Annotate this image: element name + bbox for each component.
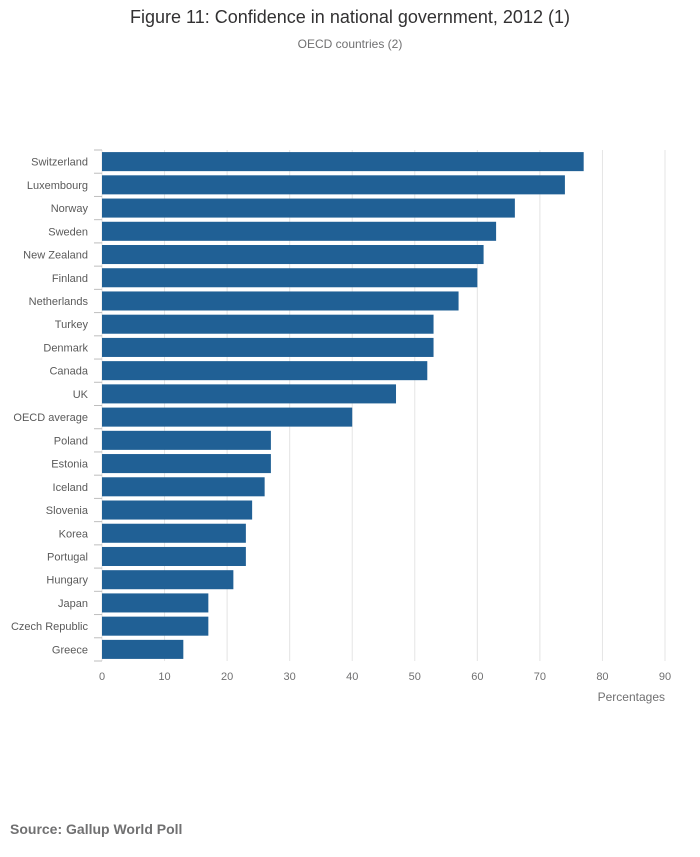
bar — [102, 361, 428, 381]
bar — [102, 152, 584, 172]
x-tick-label: 40 — [346, 671, 358, 683]
bar — [102, 384, 397, 404]
category-label: Japan — [58, 598, 88, 610]
category-label: Canada — [49, 366, 88, 378]
bars — [102, 152, 584, 659]
bar-chart: Switzerland Luxembourg Norway Sweden New Zea… — [11, 149, 671, 704]
bar — [102, 268, 478, 288]
bar — [102, 291, 459, 311]
category-label: UK — [73, 389, 89, 401]
category-label: Korea — [59, 528, 89, 540]
bar — [102, 314, 434, 334]
bar — [102, 221, 497, 241]
category-label: Switzerland — [31, 157, 88, 169]
x-tick-label: 90 — [659, 671, 671, 683]
x-tick-label: 60 — [471, 671, 483, 683]
category-label: Finland — [52, 273, 88, 285]
category-label: Luxembourg — [27, 180, 88, 192]
bar — [102, 175, 565, 195]
category-label: Estonia — [51, 459, 89, 471]
bar — [102, 639, 184, 659]
bar — [102, 337, 434, 357]
category-labels: Switzerland Luxembourg Norway Sweden New Zea… — [11, 149, 102, 662]
category-label: OECD average — [13, 412, 88, 424]
bar — [102, 454, 271, 474]
x-tick-label: 30 — [284, 671, 296, 683]
category-label: Czech Republic — [11, 621, 89, 633]
bar — [102, 523, 246, 543]
category-label: Netherlands — [29, 296, 89, 308]
bar — [102, 430, 271, 450]
source-note: Source: Gallup World Poll — [10, 821, 183, 837]
bar — [102, 616, 209, 636]
x-tick-label: 10 — [158, 671, 170, 683]
x-tick-label: 0 — [99, 671, 105, 683]
category-label: Portugal — [47, 551, 88, 563]
category-label: Sweden — [48, 226, 88, 238]
category-label: Norway — [51, 203, 89, 215]
bar — [102, 546, 246, 567]
chart-subtitle: OECD countries (2) — [297, 37, 403, 51]
x-tick-label: 50 — [409, 671, 421, 683]
category-label: Iceland — [53, 482, 88, 494]
category-label: Hungary — [46, 575, 88, 587]
bar — [102, 593, 209, 613]
chart-title: Figure 11: Confidence in national govern… — [130, 7, 570, 27]
x-tick-labels: 0 10 20 30 40 50 60 70 80 90 — [99, 671, 671, 683]
x-tick-label: 70 — [534, 671, 546, 683]
bar — [102, 477, 265, 497]
category-label: Slovenia — [46, 505, 89, 517]
x-axis-label: Percentages — [598, 690, 665, 704]
x-tick-label: 80 — [596, 671, 608, 683]
category-label: Turkey — [55, 319, 89, 331]
bar — [102, 244, 484, 265]
bar — [102, 500, 253, 520]
bar — [102, 570, 234, 590]
category-label: New Zealand — [23, 250, 88, 262]
category-label: Denmark — [43, 342, 88, 354]
bar — [102, 407, 353, 427]
category-label: Poland — [54, 435, 88, 447]
category-label: Greece — [52, 644, 88, 656]
x-tick-label: 20 — [221, 671, 233, 683]
bar — [102, 198, 515, 218]
